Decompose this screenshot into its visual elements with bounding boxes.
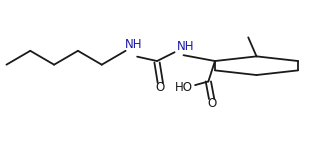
Text: O: O xyxy=(156,81,165,94)
Text: NH: NH xyxy=(176,40,194,53)
Text: NH: NH xyxy=(125,39,143,52)
Text: HO: HO xyxy=(174,81,193,94)
Text: O: O xyxy=(207,97,216,110)
